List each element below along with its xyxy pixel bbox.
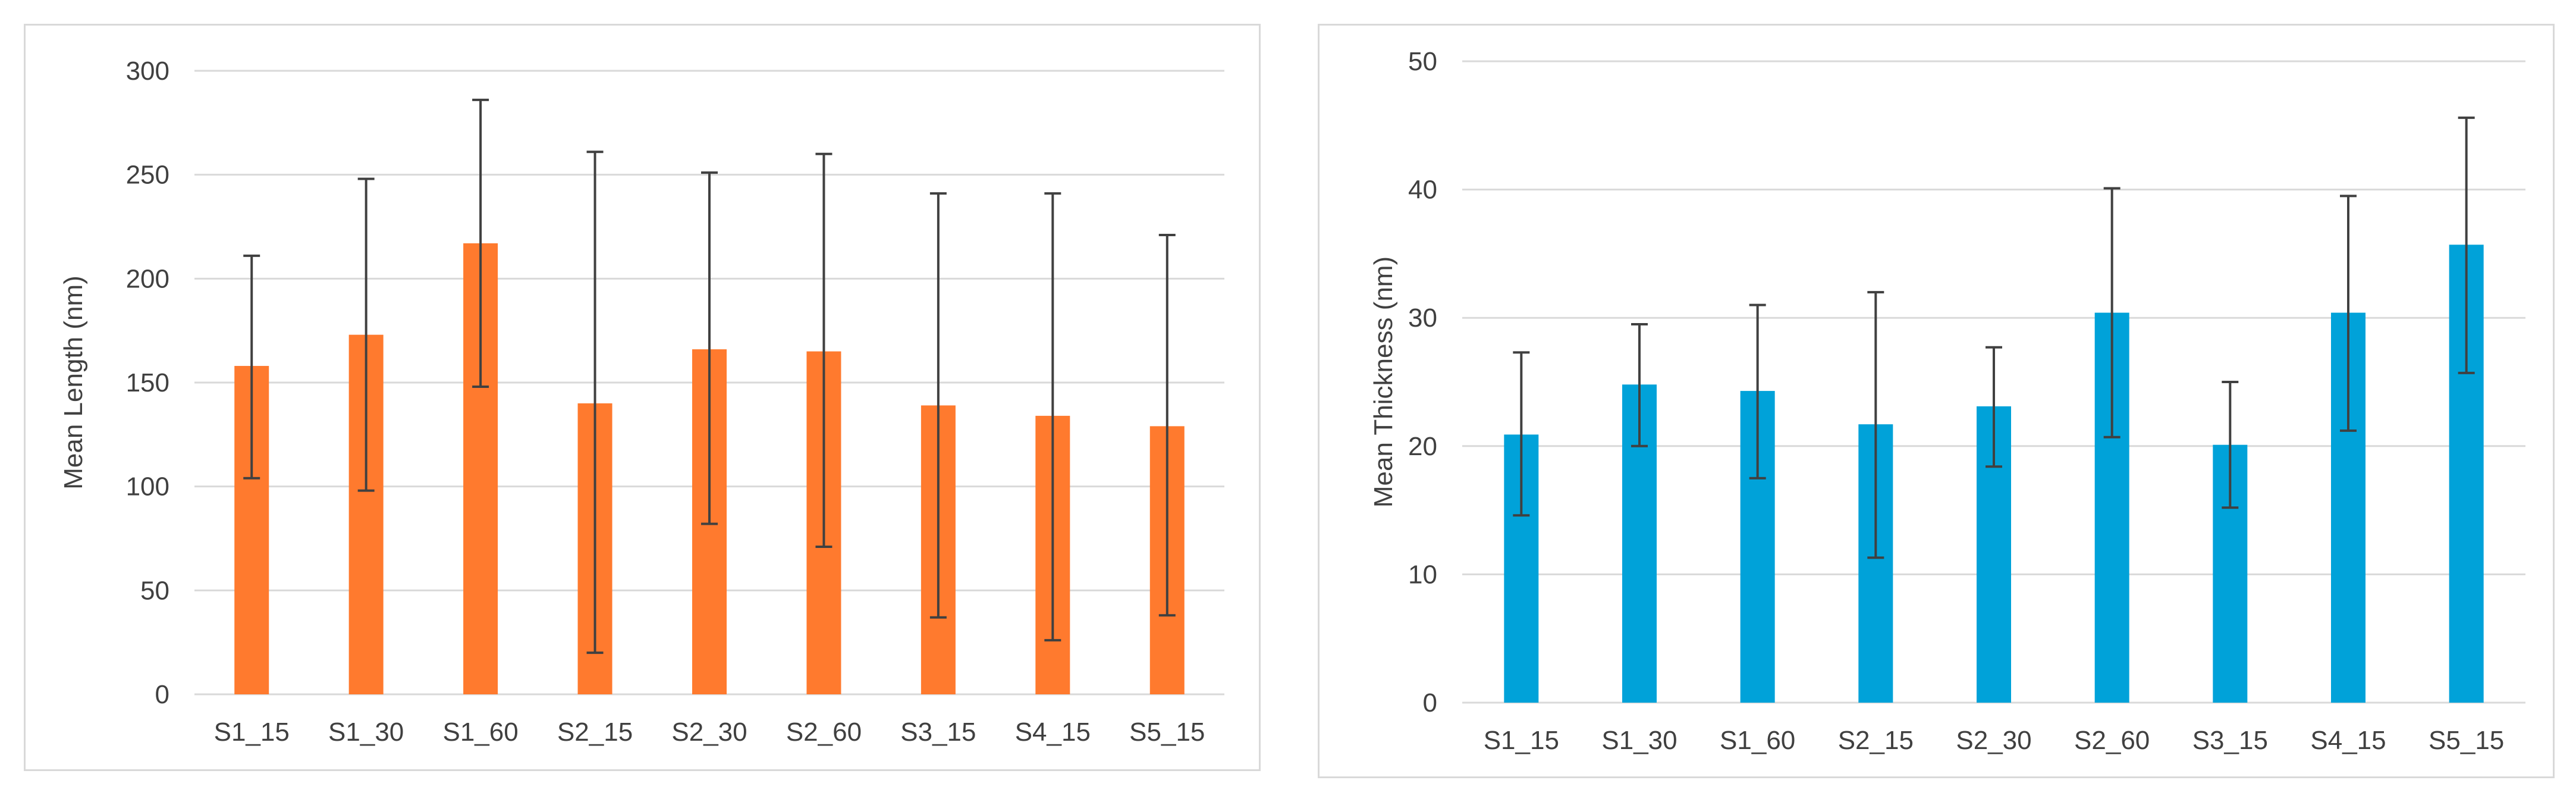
- length-x-tick-label: S3_15: [900, 718, 976, 747]
- length-x-tick-label: S5_15: [1129, 718, 1205, 747]
- thickness-chart-panel: 0 10 20 30 40 50 Mean Thickness (nm) S1_15 S1_30…: [1318, 24, 2555, 778]
- length-x-tick-label: S2_30: [671, 718, 747, 747]
- thickness-x-tick-label: S1_15: [1484, 726, 1559, 755]
- thickness-x-tick-label: S2_15: [1838, 726, 1914, 755]
- length-x-tick-label: S2_15: [557, 718, 633, 747]
- length-x-tick-label: S1_60: [442, 718, 518, 747]
- length-y-tick-label: 50: [140, 576, 169, 605]
- length-x-tick-label: S1_30: [328, 718, 404, 747]
- thickness-x-tick-label: S5_15: [2429, 726, 2504, 755]
- thickness-x-tick-label: S3_15: [2192, 726, 2268, 755]
- length-y-tick-label: 200: [126, 264, 169, 293]
- length-y-tick-label: 0: [155, 680, 169, 709]
- length-y-tick-label: 150: [126, 368, 169, 397]
- length-y-tick-label: 300: [126, 57, 169, 86]
- thickness-y-axis-title: Mean Thickness (nm): [1369, 256, 1398, 507]
- thickness-x-tick-label: S1_30: [1601, 726, 1677, 755]
- length-y-tick-label: 100: [126, 472, 169, 502]
- length-chart-panel: 0 50 100 150 200 250 300 Mean Length (nm) S1_15 S…: [24, 24, 1261, 771]
- thickness-y-tick-label: 10: [1408, 560, 1437, 589]
- length-y-axis-title: Mean Length (nm): [59, 275, 88, 490]
- thickness-x-tick-label: S2_60: [2074, 726, 2150, 755]
- length-y-tick-label: 250: [126, 161, 169, 190]
- thickness-x-tick-label: S1_60: [1720, 726, 1795, 755]
- thickness-y-tick-label: 20: [1408, 432, 1437, 461]
- thickness-chart: 0 10 20 30 40 50 Mean Thickness (nm) S1_15 S1_30…: [1369, 47, 2525, 755]
- thickness-y-tick-label: 0: [1423, 688, 1437, 718]
- thickness-y-tick-label: 30: [1408, 303, 1437, 333]
- length-x-tick-label: S1_15: [214, 718, 290, 747]
- length-x-tick-label: S2_60: [786, 718, 862, 747]
- thickness-x-tick-label: S4_15: [2310, 726, 2386, 755]
- length-chart: 0 50 100 150 200 250 300 Mean Length (nm) S1_15 S…: [59, 57, 1224, 747]
- thickness-y-tick-label: 50: [1408, 47, 1437, 76]
- length-x-tick-label: S4_15: [1015, 718, 1091, 747]
- thickness-y-tick-label: 40: [1408, 176, 1437, 205]
- thickness-x-tick-label: S2_30: [1956, 726, 2031, 755]
